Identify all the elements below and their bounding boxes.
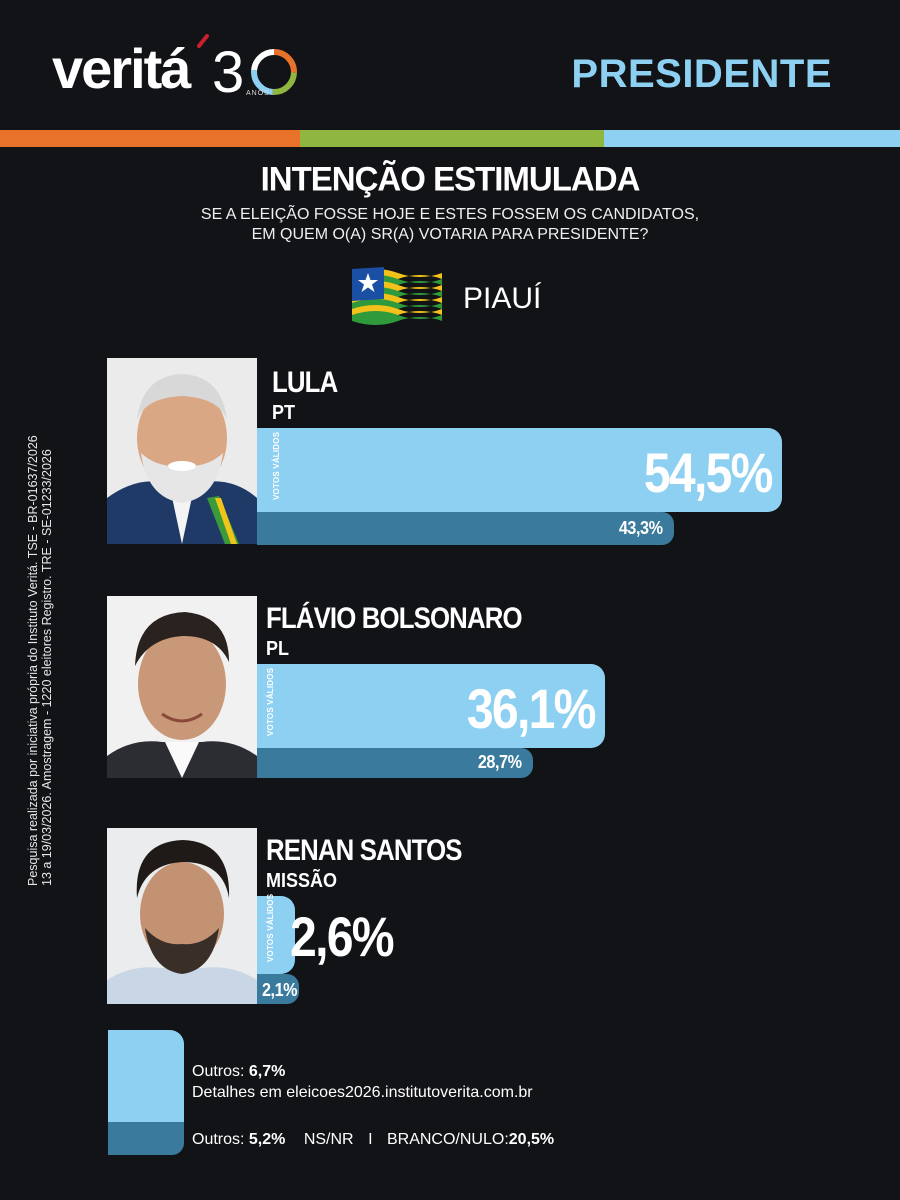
stripe-blue	[604, 130, 900, 147]
valid-votes-label-2: VOTOS VÁLIDOS	[266, 667, 275, 736]
others-valid-value: 6,7%	[248, 1063, 286, 1080]
logo-ring-blue	[251, 49, 297, 95]
methodology-line2: 13 a 19/03/2026. Amostragem - 1220 eleit…	[40, 449, 54, 886]
bar-valid-votes-3	[257, 896, 295, 974]
question-subtitle: SE A ELEIÇÃO FOSSE HOJE E ESTES FOSSEM O…	[0, 205, 900, 245]
others-total-value: 5,2%	[248, 1131, 286, 1148]
question-subtitle-line2: EM QUEM O(A) SR(A) VOTARIA PARA PRESIDEN…	[251, 226, 649, 243]
logo-3: 3	[212, 40, 244, 98]
question-title: INTENÇÃO ESTIMULADA	[260, 159, 641, 198]
candidate-name-3: RENAN SANTOS	[266, 834, 462, 867]
candidate-portrait-icon	[107, 358, 257, 544]
total-votes-value-2: 28,7%	[477, 752, 522, 772]
methodology-note: Pesquisa realizada por iniciativa própri…	[26, 406, 54, 886]
logo-ring-green	[251, 49, 297, 95]
valid-votes-value-2: 36,1%	[466, 677, 597, 740]
logo-anos: ANOS	[246, 90, 270, 97]
branco-nulo-value: 20,5%	[508, 1131, 555, 1148]
others-total-line: Outros: 5,2% NS/NR I BRANCO/NULO:20,5%	[192, 1131, 554, 1149]
piaui-flag-icon	[352, 267, 442, 325]
valid-votes-label-1: VOTOS VÁLIDOS	[272, 431, 281, 500]
bar-total-votes-others	[108, 1122, 184, 1155]
bar-total-votes-1	[257, 512, 675, 545]
logo-accent-icon	[197, 34, 209, 48]
others-details-link[interactable]: Detalhes em eleicoes2026.institutoverita…	[192, 1084, 533, 1101]
candidate-portrait-icon	[107, 828, 257, 1004]
others-valid-line: Outros: 6,7%	[192, 1063, 285, 1081]
page-title: PRESIDENTE	[571, 52, 832, 96]
bar-total-votes-3	[257, 974, 299, 1004]
bar-valid-votes-1	[257, 428, 782, 512]
bar-total-votes-2	[257, 748, 534, 778]
stripe-orange	[0, 130, 300, 147]
candidate-party-1: PT	[272, 402, 296, 424]
candidate-name-2: FLÁVIO BOLSONARO	[266, 602, 523, 635]
total-votes-value-1: 43,3%	[618, 518, 663, 538]
candidate-party-3: MISSÃO	[266, 870, 338, 892]
bar-valid-votes-others	[108, 1030, 184, 1122]
others-total-label: Outros:	[192, 1131, 249, 1148]
stripe-green	[300, 130, 604, 147]
others-valid-label: Outros:	[192, 1063, 249, 1080]
candidate-photo-renan	[107, 828, 257, 1004]
valid-votes-value-1: 54,5%	[644, 441, 774, 504]
candidate-name-1: LULA	[272, 366, 338, 399]
logo-ring-white	[251, 49, 297, 95]
separator-text: I	[368, 1131, 373, 1148]
candidate-photo-flavio	[107, 596, 257, 778]
question-subtitle-line1: SE A ELEIÇÃO FOSSE HOJE E ESTES FOSSEM O…	[200, 206, 700, 223]
logo-30-mark: 3	[212, 40, 297, 98]
valid-votes-value-3: 2,6%	[290, 905, 395, 968]
methodology-line1: Pesquisa realizada por iniciativa própri…	[26, 435, 40, 886]
total-votes-value-3: 2,1%	[262, 980, 298, 1000]
nsnr-label: NS/NR	[303, 1131, 354, 1148]
candidate-portrait-icon	[107, 596, 257, 778]
branco-nulo-label: BRANCO/NULO:	[386, 1131, 509, 1148]
candidate-photo-lula	[107, 358, 257, 544]
candidate-party-2: PL	[266, 638, 290, 660]
state-name: PIAUÍ	[463, 282, 542, 315]
logo-wordmark: veritá	[52, 37, 191, 100]
bar-valid-votes-2	[257, 664, 605, 748]
valid-votes-label-3: VOTOS VÁLIDOS	[266, 893, 275, 962]
